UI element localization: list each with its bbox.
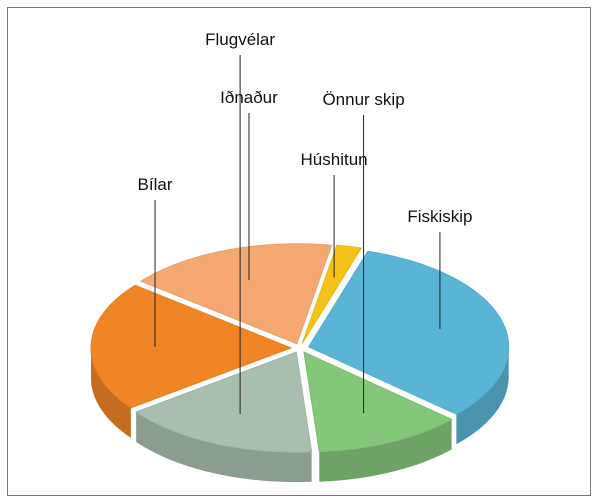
slice <box>303 351 453 453</box>
slice <box>139 243 333 345</box>
slice <box>301 244 363 344</box>
slice-label: Húshitun <box>301 150 368 169</box>
slice <box>90 284 293 409</box>
slice <box>135 351 313 453</box>
slice-label: Önnur skip <box>322 90 404 109</box>
slice-label: Bílar <box>138 175 173 194</box>
slice-side <box>91 347 131 438</box>
slice-label: Fiskiskip <box>407 207 472 226</box>
slice-side <box>136 412 312 483</box>
slice-side <box>319 419 452 482</box>
slice-label: Flugvélar <box>205 30 275 49</box>
slice <box>307 250 510 415</box>
slice-side <box>456 346 509 445</box>
slice-label: Iðnaður <box>220 88 278 107</box>
